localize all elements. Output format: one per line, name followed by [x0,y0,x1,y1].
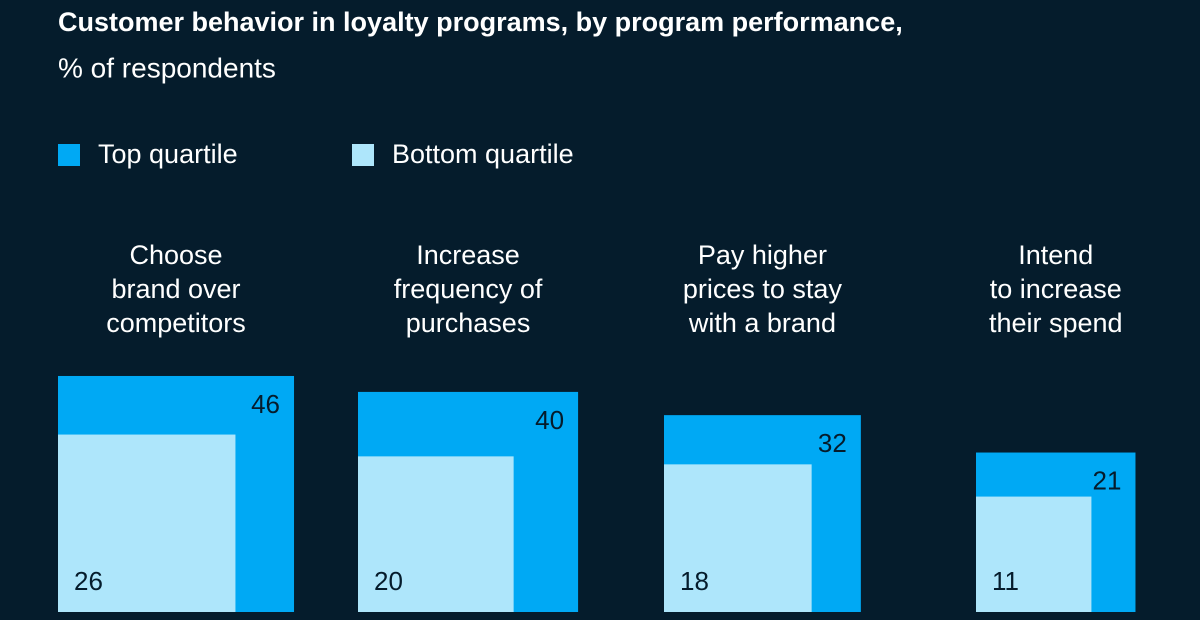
value-label: 32 [818,428,847,458]
value-label: 21 [1093,465,1122,495]
square [976,496,1092,612]
value-label: 20 [374,566,403,596]
square [358,456,514,612]
legend-label: Bottom quartile [392,139,574,169]
category-label: Choose brand over competitors [106,240,246,338]
square [664,464,812,612]
legend-swatch [58,144,80,166]
value-label: 26 [74,566,103,596]
value-label: 18 [680,566,709,596]
value-label: 40 [535,405,564,435]
square [58,434,236,612]
category-label: Pay higher prices to stay with a brand [683,240,843,338]
value-label: 46 [251,389,280,419]
chart-subtitle: % of respondents [58,52,276,83]
chart-title: Customer behavior in loyalty programs, b… [58,7,903,37]
category-label: Increase frequency of purchases [394,240,543,338]
legend-label: Top quartile [98,139,238,169]
category-label: Intend to increase their spend [989,240,1123,338]
legend-swatch [352,144,374,166]
value-label: 11 [992,566,1019,596]
